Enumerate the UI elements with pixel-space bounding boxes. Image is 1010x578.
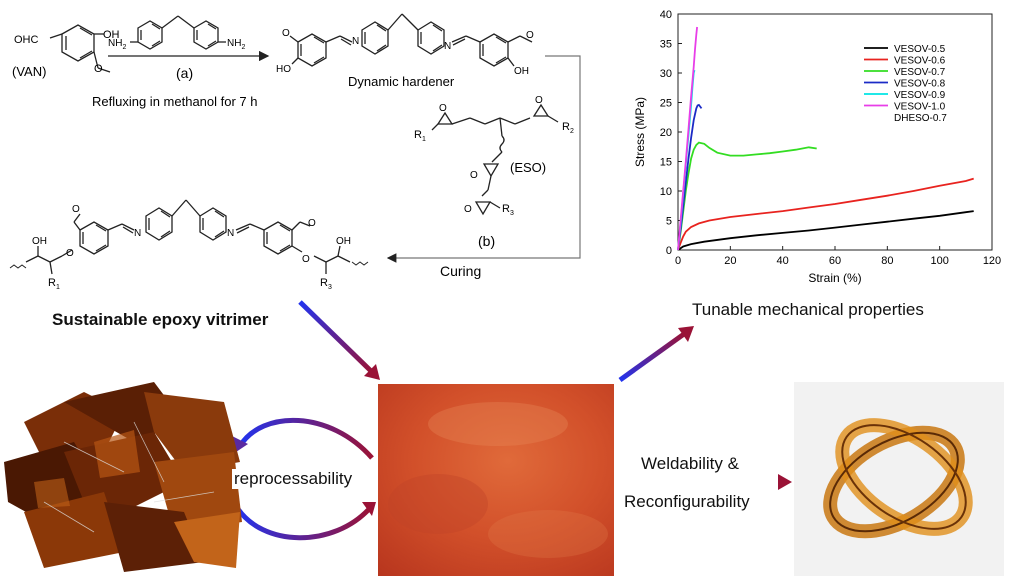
y-tick-label: 35 (660, 39, 672, 51)
diamine-structure (130, 15, 226, 50)
vitrimer-structure (9, 199, 369, 275)
nh2-right: NH2 (227, 38, 245, 51)
vitrimer-r1: R1 (48, 277, 60, 291)
legend-entry: VESOV-0.6 (894, 56, 946, 67)
curing-label: Curing (440, 263, 481, 279)
y-tick-label: 25 (660, 98, 672, 110)
x-axis-label: Strain (%) (808, 271, 861, 285)
van-label: (VAN) (12, 64, 46, 79)
vitrimer-n-right: N (227, 228, 234, 239)
y-tick-label: 5 (666, 216, 672, 228)
y-tick-label: 15 (660, 157, 672, 169)
vitrimer-ome-right: O (308, 218, 316, 229)
stress-strain-chart: 0 20 40 60 80 100 120 0 5 10 15 20 25 30 35 40 Strain (%… (633, 9, 1001, 285)
vitrimer-sheet-photo (378, 384, 614, 576)
arrow-to-center (298, 300, 374, 374)
series-line-vesov-0.7 (677, 141, 817, 251)
step-a-label: (a) (176, 65, 193, 81)
curing-connector (386, 55, 581, 263)
y-axis-label: Stress (MPa) (633, 97, 647, 167)
x-tick-label: 60 (829, 255, 841, 267)
eso-r1: R1 (414, 129, 426, 143)
y-tick-label: 10 (660, 186, 672, 198)
arrow-to-chart (618, 331, 686, 383)
nh2-left: NH2 (108, 38, 126, 51)
vitrimer-oh-right: OH (336, 236, 351, 247)
eso-structure (431, 103, 559, 216)
product-label: Sustainable epoxy vitrimer (52, 310, 269, 329)
reconfigurability-label: Reconfigurability (624, 492, 750, 511)
legend-entry: VESOV-0.9 (894, 90, 946, 101)
vitrimer-n-left: N (134, 228, 141, 239)
y-tick-label: 30 (660, 68, 672, 80)
vitrimer-o-left: O (66, 248, 74, 259)
hardener-o-left: O (282, 28, 290, 39)
dynamic-hardener-structure (289, 13, 533, 67)
hardener-n-right: N (444, 41, 451, 52)
legend-entry: DHESO-0.7 (894, 113, 947, 124)
x-tick-label: 120 (983, 255, 1001, 267)
eso-o2: O (535, 95, 543, 106)
x-tick-label: 0 (675, 255, 681, 267)
x-tick-label: 40 (777, 255, 789, 267)
step-a-condition: Refluxing in methanol for 7 h (92, 94, 257, 109)
van-oh-group: OH (103, 29, 120, 41)
synthesis-scheme: OHC OH O (VAN) NH2 NH2 (a) Refluxing in … (9, 13, 581, 291)
legend-entry: VESOV-0.7 (894, 67, 946, 78)
x-tick-label: 20 (724, 255, 736, 267)
hardener-label: Dynamic hardener (348, 74, 455, 89)
eso-r2: R2 (562, 121, 574, 135)
tunable-label: Tunable mechanical properties (692, 300, 924, 319)
eso-r3: R3 (502, 203, 514, 217)
series-line-vesov-0.8 (677, 103, 703, 251)
step-b-label: (b) (478, 233, 495, 249)
y-tick-label: 20 (660, 127, 672, 139)
hardener-n-left: N (352, 36, 359, 47)
vitrimer-ome-left: O (72, 204, 80, 215)
reprocessability-label: reprocessability (232, 469, 355, 489)
vitrimer-r3: R3 (320, 277, 332, 291)
eso-o3: O (470, 170, 478, 181)
vitrimer-o-right: O (302, 254, 310, 265)
eso-o4: O (464, 204, 472, 215)
reconfigured-knot-photo (794, 382, 1004, 576)
vanillin-structure (49, 24, 111, 73)
series-line-vesov-1.0 (677, 26, 698, 251)
cho-group: OHC (14, 34, 39, 46)
series-line-vesov-0.6 (677, 177, 974, 251)
legend-entry: VESOV-0.5 (894, 44, 946, 55)
vitrimer-oh-left: OH (32, 236, 47, 247)
series-line-vesov-0.5 (677, 210, 974, 251)
y-tick-label: 40 (660, 9, 672, 21)
legend-entry: VESOV-0.8 (894, 79, 946, 90)
reprocess-arrow-top (237, 417, 374, 460)
x-tick-label: 80 (881, 255, 893, 267)
y-tick-label: 0 (666, 245, 672, 257)
hardener-oh-right: OH (514, 66, 529, 77)
eso-label: (ESO) (510, 160, 546, 175)
eso-o1: O (439, 103, 447, 114)
reprocess-arrow-bottom (233, 504, 372, 541)
x-tick-label: 100 (930, 255, 948, 267)
van-o-group: O (94, 63, 103, 75)
weldability-label: Weldability & (641, 454, 739, 473)
shards-photo (4, 382, 242, 572)
legend-entry: VESOV-1.0 (894, 102, 946, 113)
hardener-ho-left: HO (276, 64, 291, 75)
hardener-o-right: O (526, 30, 534, 41)
